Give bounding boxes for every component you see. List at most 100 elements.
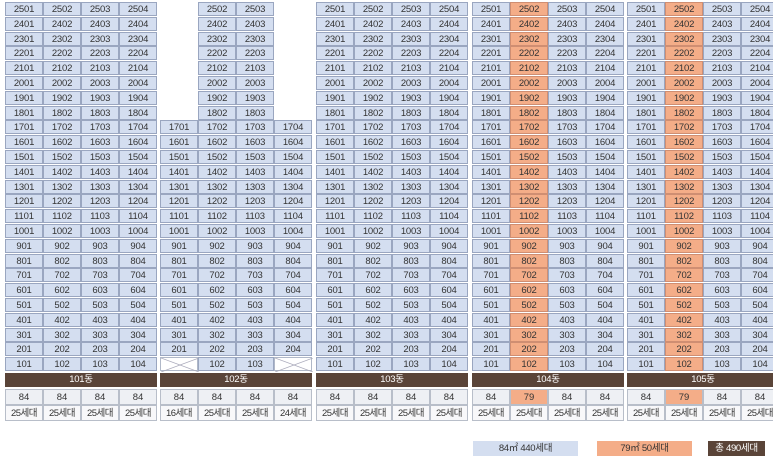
unit-cell: 603 — [703, 283, 741, 298]
unit-cell: 302 — [198, 327, 236, 342]
unit-cell: 101 — [472, 357, 510, 372]
unit-cell: 802 — [665, 253, 703, 268]
unit-cell: 203 — [236, 342, 274, 357]
unit-cell: 1802 — [510, 105, 548, 120]
unit-cell: 402 — [43, 312, 81, 327]
unit-cell: 1204 — [586, 194, 624, 209]
unit-cell: 1104 — [119, 209, 157, 224]
unit-cell: 1201 — [316, 194, 354, 209]
unit-cell: 603 — [548, 283, 586, 298]
unit-cell: 1403 — [548, 164, 586, 179]
unit-cell: 703 — [703, 268, 741, 283]
unit-cell: 1501 — [160, 150, 198, 164]
unit-cell: 1502 — [354, 150, 392, 164]
unit-cell: 404 — [586, 312, 624, 327]
unit-cell: 2402 — [354, 16, 392, 31]
unit-type-size: 79 — [510, 388, 548, 405]
unit-cell: 102 — [510, 357, 548, 372]
unit-cell: 101 — [627, 357, 665, 372]
unit-cell: 103 — [548, 357, 586, 372]
unit-cell: 801 — [160, 253, 198, 268]
unit-cell: 1501 — [472, 150, 510, 164]
unit-cell: 2001 — [472, 76, 510, 90]
unit-cell: 902 — [665, 238, 703, 253]
unit-cell: 1603 — [81, 135, 119, 150]
unit-cell: 1201 — [627, 194, 665, 209]
unit-count: 25세대 — [627, 404, 665, 421]
unit-count: 24세대 — [274, 404, 312, 421]
unit-cell: 803 — [392, 253, 430, 268]
unit-cell: 603 — [236, 283, 274, 298]
unit-cell: 202 — [510, 342, 548, 357]
unit-cell: 804 — [119, 253, 157, 268]
unit-cell: 2504 — [119, 2, 157, 16]
unit-cell: 1604 — [119, 135, 157, 150]
unit-cell: 1104 — [741, 209, 773, 224]
unit-cell: 1304 — [119, 179, 157, 194]
unit-count: 25세대 — [703, 404, 741, 421]
unit-cell: 1803 — [392, 105, 430, 120]
unit-cell: 1502 — [43, 150, 81, 164]
unit-cell: 2002 — [665, 76, 703, 90]
unit-cell: 502 — [198, 298, 236, 312]
unit-cell: 303 — [703, 327, 741, 342]
legend-total: 총 490세대 — [708, 441, 765, 456]
unit-cell: 1703 — [81, 120, 119, 135]
unit-cell: 2301 — [627, 31, 665, 46]
unit-cell: 503 — [236, 298, 274, 312]
unit-cell: 1404 — [119, 164, 157, 179]
unit-cell: 2502 — [354, 2, 392, 16]
unit-cell: 302 — [43, 327, 81, 342]
unit-cell: 1203 — [81, 194, 119, 209]
unit-cell: 701 — [472, 268, 510, 283]
unit-cell: 1901 — [627, 90, 665, 105]
unit-cell: 302 — [665, 327, 703, 342]
unit-cell: 601 — [627, 283, 665, 298]
unit-cell: 501 — [316, 298, 354, 312]
unit-cell: 1302 — [43, 179, 81, 194]
unit-cell: 1702 — [354, 120, 392, 135]
unit-cell: 2102 — [510, 61, 548, 76]
unit-cell: 1502 — [510, 150, 548, 164]
unit-cell: 804 — [274, 253, 312, 268]
unit-cell: 504 — [119, 298, 157, 312]
unit-cell: 1004 — [741, 224, 773, 238]
unit-cell: 1003 — [548, 224, 586, 238]
unit-cell: 1101 — [472, 209, 510, 224]
building-label: 102동 — [160, 373, 312, 387]
unit-cell: 301 — [160, 327, 198, 342]
building-label: 104동 — [472, 373, 624, 387]
unit-cell: 1201 — [472, 194, 510, 209]
unit-cell: 2303 — [392, 31, 430, 46]
unit-cell: 2103 — [548, 61, 586, 76]
unit-cell: 602 — [665, 283, 703, 298]
unit-cell: 903 — [236, 238, 274, 253]
unit-cell: 1101 — [627, 209, 665, 224]
unit-cell: 504 — [586, 298, 624, 312]
unit-cell: 103 — [236, 357, 274, 372]
unit-cell: 2002 — [354, 76, 392, 90]
unit-cell: 2402 — [665, 16, 703, 31]
unit-count: 25세대 — [472, 404, 510, 421]
unit-cell: 1603 — [548, 135, 586, 150]
unit-cell: 1301 — [5, 179, 43, 194]
unit-cell: 1602 — [510, 135, 548, 150]
unit-cell: 1904 — [741, 90, 773, 105]
unit-cell: 2403 — [703, 16, 741, 31]
unit-cell: 201 — [627, 342, 665, 357]
legend-84-type: 84㎡ 440세대 — [473, 441, 578, 456]
unit-cell: 1303 — [703, 179, 741, 194]
unit-type-size: 84 — [627, 388, 665, 405]
unit-cell: 1602 — [198, 135, 236, 150]
unit-cell: 501 — [5, 298, 43, 312]
unit-cell: 2303 — [548, 31, 586, 46]
unit-cell: 2103 — [392, 61, 430, 76]
unit-cell: 1404 — [274, 164, 312, 179]
unit-cell: 701 — [316, 268, 354, 283]
unit-cell: 403 — [236, 312, 274, 327]
unit-type-size: 84 — [354, 388, 392, 405]
unit-cell: 901 — [5, 238, 43, 253]
unit-cell: 401 — [627, 312, 665, 327]
unit-cell: 1801 — [5, 105, 43, 120]
unit-cell: 403 — [81, 312, 119, 327]
